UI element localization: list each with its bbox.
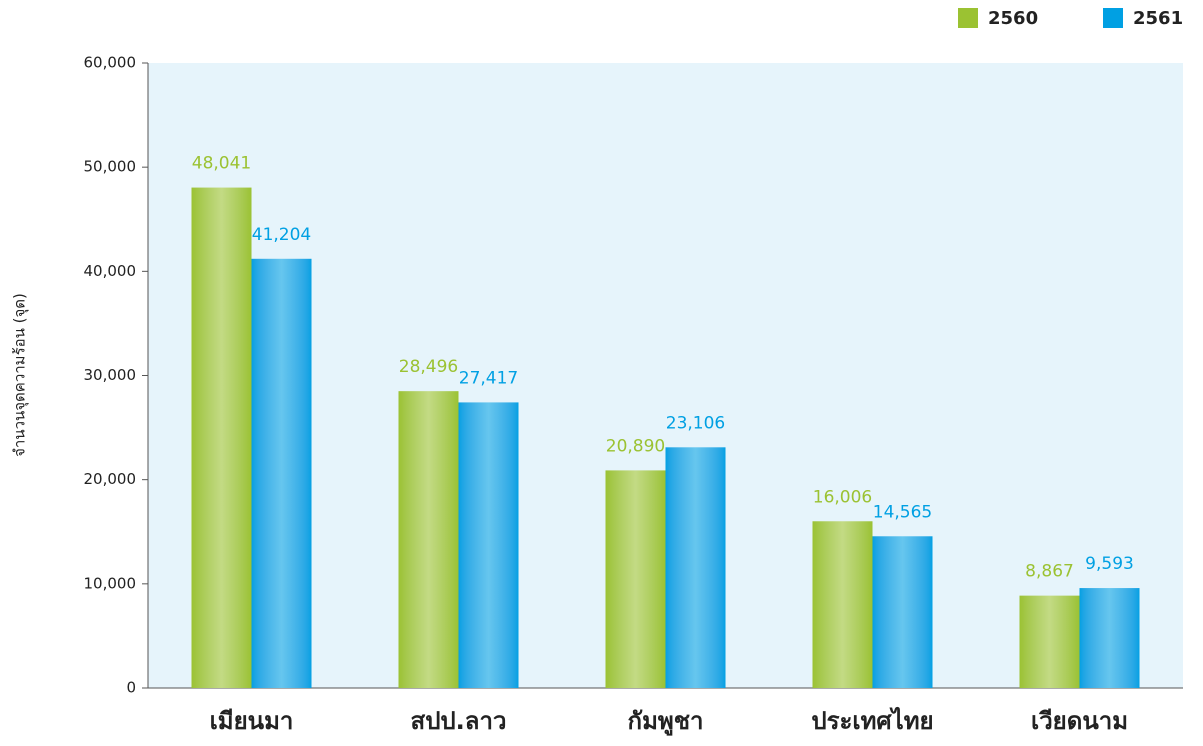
bar [812,521,873,688]
bar [458,402,519,688]
value-label: 14,565 [873,502,932,522]
y-tick-label: 40,000 [84,262,137,280]
bar [605,470,666,688]
legend-label: 2561 [1133,8,1183,29]
legend-label: 2560 [988,8,1038,29]
value-label: 20,890 [606,436,665,456]
value-label: 48,041 [192,154,251,174]
bar [665,447,726,688]
value-label: 9,593 [1085,554,1134,574]
value-label: 28,496 [399,357,458,377]
bar [1079,588,1140,688]
y-tick-label: 60,000 [84,54,137,72]
bar [398,391,459,688]
x-tick-label: ประเทศไทย [811,706,933,735]
value-label: 8,867 [1025,562,1074,582]
bar [191,187,252,688]
bar [251,258,312,688]
legend-swatch [958,8,978,28]
legend-swatch [1103,8,1123,28]
y-tick-label: 0 [126,679,136,697]
y-tick-label: 30,000 [84,366,137,384]
y-axis-label: จำนวนจุดความร้อน (จุด) [11,293,30,457]
value-label: 16,006 [813,487,872,507]
y-tick-label: 50,000 [84,158,137,176]
value-label: 27,417 [459,368,518,388]
value-label: 41,204 [252,225,311,245]
bar [872,536,933,688]
x-tick-label: เมียนมา [210,707,294,735]
bar [1019,595,1080,688]
x-tick-label: สปป.ลาว [411,707,507,735]
y-tick-label: 20,000 [84,470,137,488]
value-label: 23,106 [666,413,725,433]
x-tick-label: เวียดนาม [1031,707,1128,735]
y-tick-label: 10,000 [84,574,137,592]
x-tick-label: กัมพูชา [628,707,704,736]
